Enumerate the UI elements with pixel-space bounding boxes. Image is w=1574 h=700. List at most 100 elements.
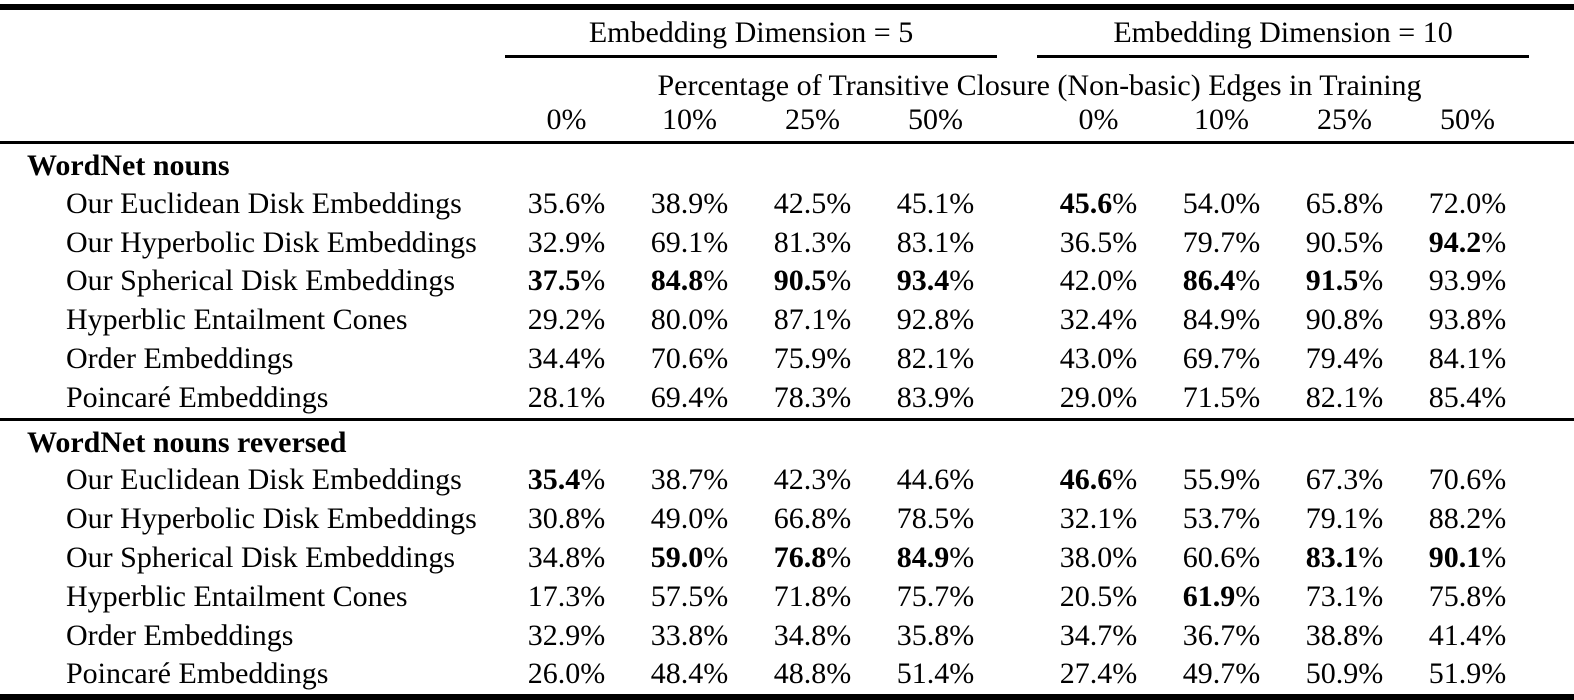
metric-cell: 34.8% [505,539,628,578]
cell-value: 33.8 [650,618,704,652]
metric-cell: 59.0% [628,539,751,578]
column-gap [997,103,1037,143]
group-header-row: Embedding Dimension = 5 Embedding Dimens… [0,7,1574,58]
percent-sign: % [826,540,852,574]
cell-value: 78.3 [773,380,827,414]
percent-sign: % [826,463,852,497]
percent-sign: % [1112,463,1138,497]
table-header: Embedding Dimension = 5 Embedding Dimens… [0,7,1574,143]
cell-value: 42.0 [1059,264,1113,298]
column-gap [997,500,1037,539]
percent-sign: % [1358,540,1384,574]
col-header-d10-0: 0% [1078,103,1119,136]
percent-sign: % [826,186,852,220]
metric-cell: 38.9% [628,185,751,224]
metric-cell: 42.3% [751,461,874,500]
right-padding [1529,655,1574,697]
metric-cell: 49.7% [1160,655,1283,697]
column-gap [997,224,1037,263]
column-gap [997,262,1037,301]
cell-value: 70.6 [1428,463,1482,497]
percent-sign: % [1358,341,1384,375]
percent-sign: % [1112,303,1138,337]
metric-cell: 69.4% [628,379,751,419]
row-label: Order Embeddings [66,341,294,375]
right-padding [1529,379,1574,419]
cell-value: 49.0 [650,502,704,536]
metric-cell: 69.7% [1160,340,1283,379]
percent-sign: % [949,264,975,298]
row-label: Hyperblic Entailment Cones [66,303,408,337]
cell-value: 48.4 [650,657,704,691]
percent-sign: % [1481,341,1507,375]
column-header-row: 0% 10% 25% 50% 0% 10% 25% 50% [0,103,1574,143]
table-row: Order Embeddings 34.4% 70.6% 75.9% 82.1% 43.0… [0,340,1574,379]
metric-cell: 75.8% [1406,578,1529,617]
cell-value: 93.9 [1428,264,1482,298]
cell-value: 82.1 [896,341,950,375]
metric-cell: 32.9% [505,617,628,656]
percent-sign: % [949,303,975,337]
table-row: Hyperblic Entailment Cones 29.2% 80.0% 87.1… [0,301,1574,340]
table-row: Our Spherical Disk Embeddings 37.5% 84.8% 9… [0,262,1574,301]
percent-sign: % [826,380,852,414]
group-header-dim10: Embedding Dimension = 10 [1037,7,1530,58]
metric-cell: 29.2% [505,301,628,340]
empty-cell [0,103,505,143]
cell-value: 84.9 [896,540,950,574]
metric-cell: 70.6% [628,340,751,379]
metric-cell: 55.9% [1160,461,1283,500]
percent-sign: % [949,502,975,536]
cell-value: 41.4 [1428,618,1482,652]
cell-value: 69.4 [650,380,704,414]
metric-cell: 45.1% [874,185,997,224]
metric-cell: 85.4% [1406,379,1529,419]
section-header-row: WordNet nouns [0,143,1574,185]
cell-value: 93.4 [896,264,950,298]
cell-value: 90.5 [1305,225,1359,259]
percent-sign: % [580,540,606,574]
group-header-dim10-label: Embedding Dimension = 10 [1113,16,1453,49]
percent-sign: % [703,618,729,652]
percent-sign: % [580,225,606,259]
cell-value: 92.8 [896,303,950,337]
cell-value: 66.8 [773,502,827,536]
group-header-dim5-label: Embedding Dimension = 5 [588,16,914,49]
percent-sign: % [1358,264,1384,298]
metric-cell: 37.5% [505,262,628,301]
cell-value: 76.8 [773,540,827,574]
metric-cell: 83.9% [874,379,997,419]
column-gap [997,578,1037,617]
metric-cell: 36.7% [1160,617,1283,656]
group-header-dim5: Embedding Dimension = 5 [505,7,998,58]
cell-value: 93.8 [1428,303,1482,337]
cell-value: 78.5 [896,502,950,536]
metric-cell: 79.7% [1160,224,1283,263]
section-title: WordNet nouns reversed [27,425,347,459]
cell-value: 45.1 [896,186,950,220]
cell-value: 53.7 [1182,502,1236,536]
percent-sign: % [580,341,606,375]
percent-sign: % [703,186,729,220]
metric-cell: 65.8% [1283,185,1406,224]
cell-value: 57.5 [650,579,704,613]
percent-sign: % [1358,186,1384,220]
percent-sign: % [826,657,852,691]
metric-cell: 50.9% [1283,655,1406,697]
table-row: Order Embeddings 32.9% 33.8% 34.8% 35.8% 34.7… [0,617,1574,656]
percent-sign: % [949,618,975,652]
column-gap [997,7,1037,57]
percent-sign: % [703,463,729,497]
table-row: Poincaré Embeddings 26.0% 48.4% 48.8% 51.4% 2… [0,655,1574,697]
column-gap [997,617,1037,656]
metric-cell: 84.9% [1160,301,1283,340]
subheader-label: Percentage of Transitive Closure (Non-ba… [657,69,1422,102]
metric-cell: 92.8% [874,301,997,340]
percent-sign: % [580,463,606,497]
metric-cell: 78.5% [874,500,997,539]
metric-cell: 83.1% [874,224,997,263]
row-label: Poincaré Embeddings [66,657,329,691]
metric-cell: 32.9% [505,224,628,263]
percent-sign: % [1481,225,1507,259]
metric-cell: 38.8% [1283,617,1406,656]
